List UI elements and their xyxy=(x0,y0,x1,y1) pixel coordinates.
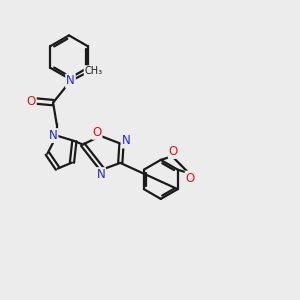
Text: N: N xyxy=(96,168,105,181)
Text: N: N xyxy=(66,74,75,88)
Text: O: O xyxy=(27,94,36,108)
Text: N: N xyxy=(49,129,58,142)
Text: N: N xyxy=(122,134,130,148)
Text: CH₃: CH₃ xyxy=(85,66,103,76)
Text: O: O xyxy=(92,126,101,139)
Text: O: O xyxy=(169,145,178,158)
Text: O: O xyxy=(186,172,195,184)
